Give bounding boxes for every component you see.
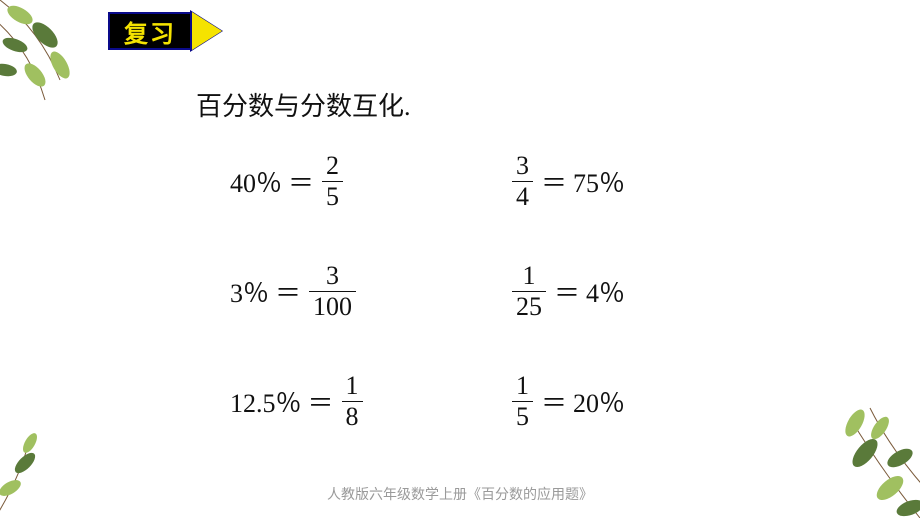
- fraction: 1 5: [512, 373, 533, 430]
- percent-value: 40％: [230, 163, 282, 200]
- equation-row: 12.5％ ＝ 1 8 1 5 ＝ 20％: [230, 370, 750, 432]
- fraction-numerator: 1: [519, 263, 540, 291]
- review-tag-box: 复习: [108, 12, 192, 50]
- equals-sign: ＝: [275, 273, 301, 310]
- slide-heading: 百分数与分数互化.: [196, 86, 411, 123]
- equations-block: 40％ ＝ 2 5 3 4 ＝ 75％ 3％ ＝ 3 100: [230, 150, 750, 432]
- fraction-denominator: 25: [512, 291, 546, 320]
- fraction-numerator: 1: [342, 373, 363, 401]
- fraction: 3 4: [512, 153, 533, 210]
- equation-right: 1 25 ＝ 4％: [510, 263, 750, 320]
- fraction-denominator: 8: [342, 401, 363, 430]
- fraction-denominator: 5: [322, 181, 343, 210]
- equation-right: 1 5 ＝ 20％: [510, 373, 750, 430]
- equals-sign: ＝: [308, 383, 334, 420]
- equals-sign: ＝: [288, 163, 314, 200]
- equation-left: 40％ ＝ 2 5: [230, 153, 510, 210]
- fraction-numerator: 1: [512, 373, 533, 401]
- review-tag-label: 复习: [124, 14, 176, 49]
- fraction: 1 8: [342, 373, 363, 430]
- equation-right: 3 4 ＝ 75％: [510, 153, 750, 210]
- percent-value: 12.5％: [230, 383, 302, 420]
- equals-sign: ＝: [541, 163, 567, 200]
- fraction-numerator: 3: [322, 263, 343, 291]
- equation-left: 3％ ＝ 3 100: [230, 263, 510, 320]
- fraction-numerator: 2: [322, 153, 343, 181]
- equals-sign: ＝: [554, 273, 580, 310]
- fraction-numerator: 3: [512, 153, 533, 181]
- fraction: 2 5: [322, 153, 343, 210]
- fraction: 3 100: [309, 263, 356, 320]
- percent-value: 75％: [573, 163, 625, 200]
- equation-row: 3％ ＝ 3 100 1 25 ＝ 4％: [230, 260, 750, 322]
- fraction-denominator: 4: [512, 181, 533, 210]
- percent-value: 4％: [586, 273, 625, 310]
- fraction-denominator: 5: [512, 401, 533, 430]
- fraction: 1 25: [512, 263, 546, 320]
- review-tag: 复习: [108, 12, 222, 50]
- percent-value: 20％: [573, 383, 625, 420]
- review-tag-arrow: [192, 12, 222, 50]
- equation-row: 40％ ＝ 2 5 3 4 ＝ 75％: [230, 150, 750, 212]
- fraction-denominator: 100: [309, 291, 356, 320]
- slide-footer: 人教版六年级数学上册《百分数的应用题》: [0, 484, 920, 504]
- percent-value: 3％: [230, 273, 269, 310]
- equation-left: 12.5％ ＝ 1 8: [230, 373, 510, 430]
- equals-sign: ＝: [541, 383, 567, 420]
